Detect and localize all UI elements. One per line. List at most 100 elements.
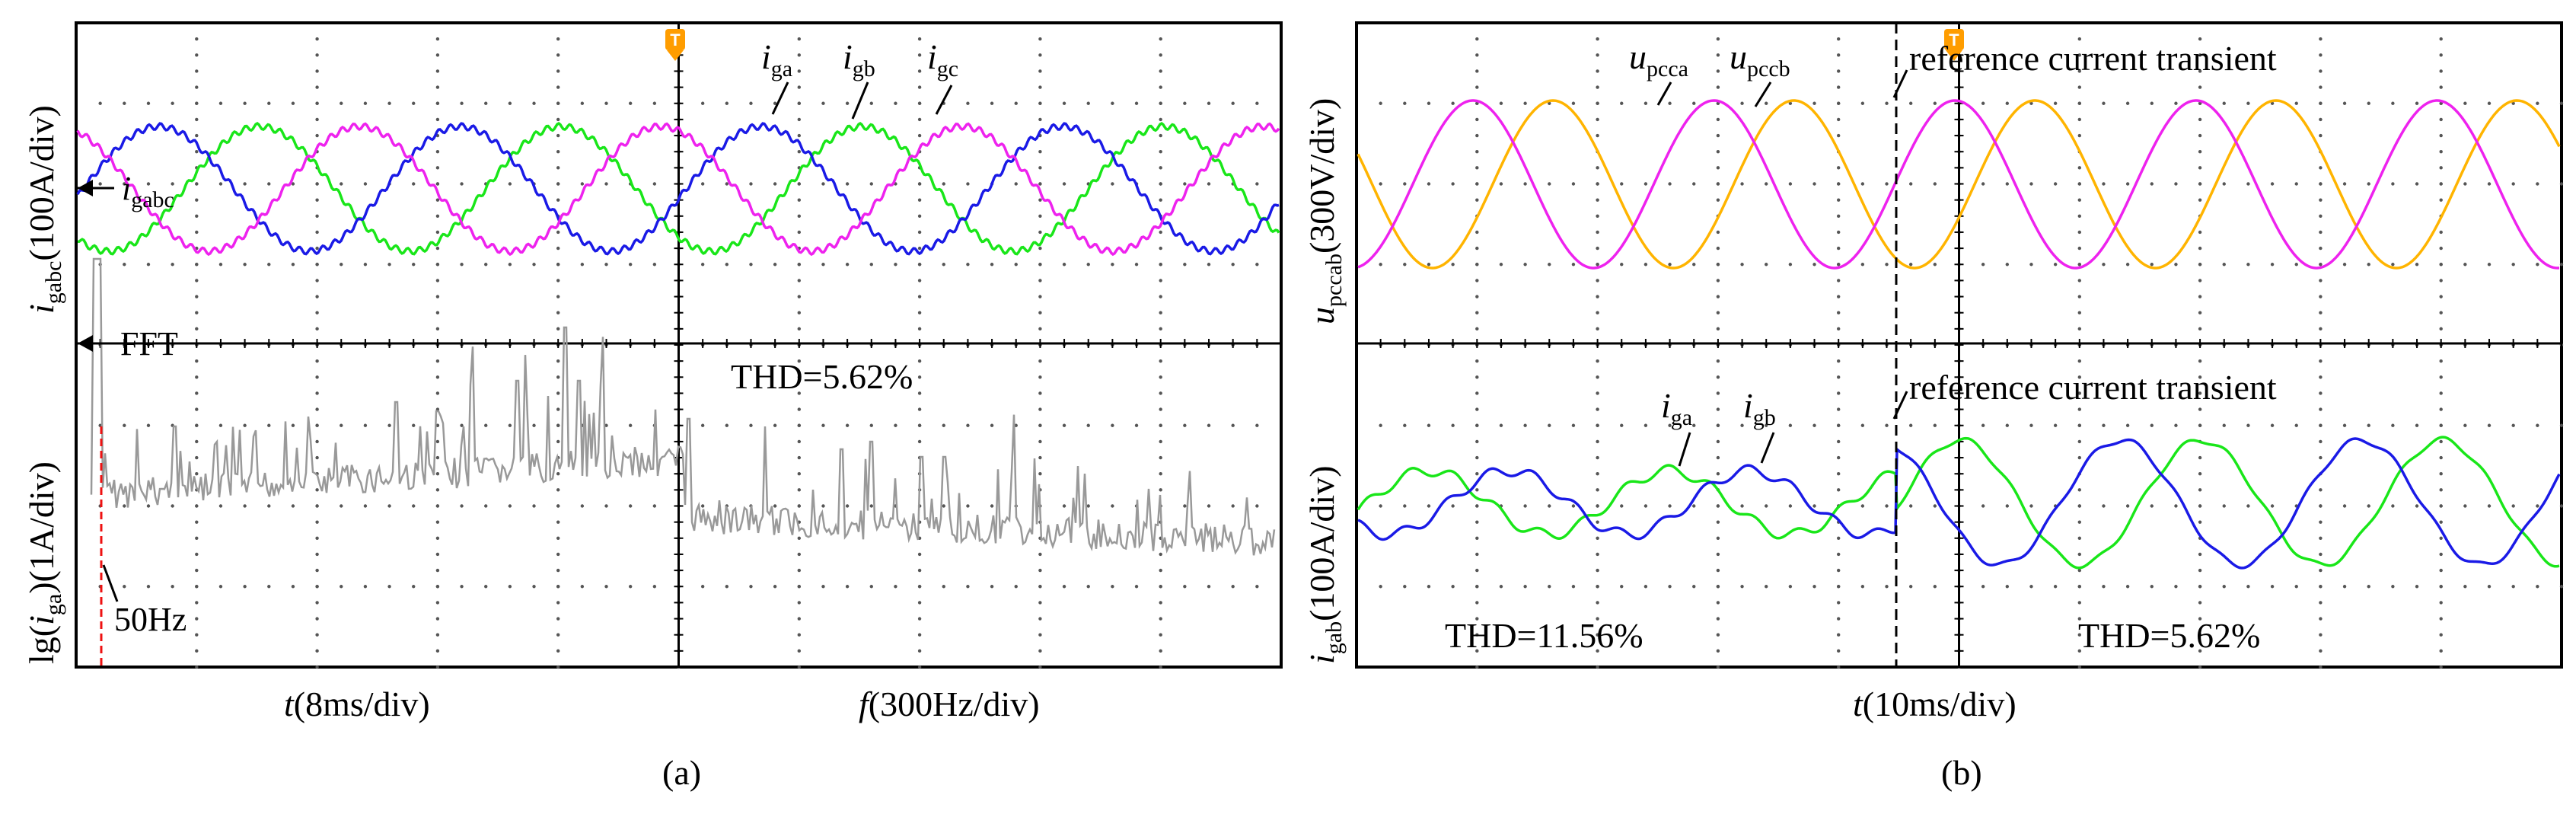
- grid-dot: [2222, 585, 2226, 589]
- grid-dot: [1379, 504, 1382, 508]
- grid-dot: [2439, 37, 2443, 41]
- grid-dot: [195, 472, 199, 476]
- grid-dot: [797, 101, 802, 105]
- series-label-igc-sub: gc: [937, 56, 958, 81]
- grid-dot: [1933, 423, 1937, 427]
- grid-dot: [2559, 504, 2564, 508]
- grid-dot: [917, 85, 922, 89]
- grid-dot: [1499, 182, 1503, 186]
- grid-dot: [2319, 585, 2323, 589]
- grid-dot: [917, 585, 922, 589]
- grid-dot: [2511, 504, 2515, 508]
- label-upcca-sub: pcca: [1647, 56, 1688, 81]
- grid-dot: [2198, 455, 2202, 460]
- panel-b-xlabel-unit: (10ms/div): [1863, 685, 2016, 723]
- grid-dot: [1038, 423, 1042, 427]
- grid-dot: [917, 359, 922, 363]
- grid-dot: [966, 263, 970, 267]
- grid-dot: [1837, 407, 1841, 411]
- grid-dot: [435, 117, 440, 122]
- grid-dot: [869, 504, 873, 508]
- grid-dot: [435, 633, 440, 637]
- grid-dot: [2150, 263, 2154, 267]
- grid-dot: [1475, 279, 1479, 283]
- grid-dot: [1038, 198, 1042, 202]
- grid-dot: [1716, 69, 1720, 73]
- grid-dot: [435, 455, 440, 460]
- grid-dot: [1740, 585, 1744, 589]
- grid-dot: [508, 263, 512, 267]
- grid-dot: [98, 101, 102, 105]
- grid-dot: [267, 101, 271, 105]
- grid-dot: [1596, 295, 1599, 298]
- grid-dot: [1134, 585, 1139, 589]
- grid-dot: [797, 198, 802, 202]
- grid-dot: [315, 423, 319, 427]
- grid-dot: [2319, 182, 2323, 186]
- grid-dot: [1475, 455, 1479, 460]
- grid-dot: [1812, 504, 1816, 508]
- grid-dot: [2439, 423, 2443, 427]
- grid-dot: [195, 568, 199, 573]
- grid-dot: [1548, 585, 1551, 589]
- grid-dot: [1159, 166, 1162, 170]
- grid-dot: [1812, 101, 1816, 105]
- grid-dot: [1403, 101, 1407, 105]
- grid-dot: [821, 101, 825, 105]
- grid-dot: [942, 182, 945, 186]
- grid-dot: [2319, 568, 2323, 573]
- grid-dot: [315, 585, 319, 589]
- grid-dot: [2559, 585, 2564, 589]
- grid-dot: [315, 665, 319, 669]
- grid-dot: [1475, 69, 1479, 73]
- grid-dot: [1038, 633, 1042, 637]
- grid-dot: [1716, 117, 1720, 122]
- grid-dot: [435, 568, 440, 573]
- grid-dot: [1596, 472, 1599, 476]
- grid-dot: [2005, 182, 2010, 186]
- panel-a-upper-ylabel-sub: gabc: [41, 261, 66, 305]
- grid-dot: [1596, 230, 1599, 235]
- grid-dot: [604, 182, 608, 186]
- grid-dot: [1207, 182, 1211, 186]
- grid-dot: [435, 601, 440, 605]
- grid-dot: [123, 263, 126, 267]
- grid-dot: [700, 423, 705, 427]
- grid-dot: [1571, 423, 1576, 427]
- grid-dot: [171, 101, 174, 105]
- grid-dot: [1403, 182, 1407, 186]
- grid-dot: [195, 37, 199, 41]
- grid-dot: [1183, 423, 1187, 427]
- grid-dot: [1596, 69, 1599, 73]
- grid-dot: [146, 585, 151, 589]
- grid-dot: [1038, 53, 1042, 57]
- series-label-igb-var: i: [843, 37, 853, 76]
- grid-dot: [1038, 568, 1042, 573]
- grid-dot: [1086, 263, 1090, 267]
- grid-dot: [2102, 504, 2106, 508]
- grid-dot: [1837, 488, 1841, 492]
- grid-dot: [1548, 263, 1551, 267]
- grid-dot: [218, 585, 223, 589]
- grid-dot: [942, 263, 945, 267]
- grid-dot: [1837, 85, 1841, 89]
- grid-dot: [2319, 601, 2323, 605]
- grid-dot: [1475, 504, 1479, 508]
- grid-dot: [1499, 423, 1503, 427]
- grid-dot: [1427, 182, 1431, 186]
- grid-dot: [315, 568, 319, 573]
- grid-dot: [2198, 375, 2202, 379]
- grid-dot: [1860, 585, 1865, 589]
- grid-dot: [387, 263, 391, 267]
- grid-dot: [1207, 504, 1211, 508]
- grid-dot: [556, 327, 560, 331]
- grid-dot: [315, 504, 319, 508]
- grid-dot: [1159, 230, 1162, 235]
- grid-dot: [1111, 101, 1114, 105]
- grid-dot: [2487, 585, 2492, 589]
- grid-dot: [315, 552, 319, 557]
- grid-dot: [1159, 439, 1162, 444]
- grid-dot: [195, 230, 199, 235]
- grid-dot: [2342, 585, 2347, 589]
